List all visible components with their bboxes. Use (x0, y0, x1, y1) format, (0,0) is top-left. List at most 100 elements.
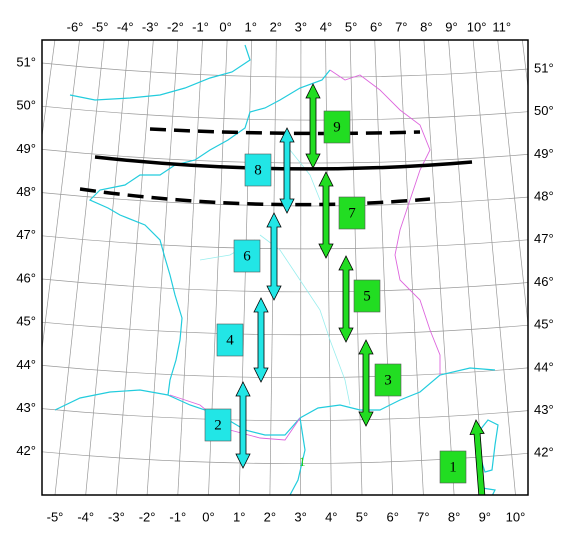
lat-label-right: 44° (534, 359, 554, 374)
lat-label-right: 50° (534, 103, 554, 118)
double-arrow (305, 83, 321, 169)
lon-label-top: -5° (92, 19, 109, 34)
meridian (349, 40, 363, 495)
lat-label-left: 43° (16, 400, 36, 415)
meridian (374, 40, 394, 495)
meridian (42, 40, 80, 353)
lon-label-bottom: 10° (506, 509, 526, 524)
box-label: 1 (449, 459, 457, 475)
label-box (353, 279, 381, 313)
lat-label-right: 47° (534, 231, 554, 246)
double-arrow (318, 171, 334, 259)
lon-label-bottom: 1° (233, 509, 245, 524)
lon-label-bottom: -3° (108, 509, 125, 524)
label-box (374, 363, 402, 397)
coastline (88, 69, 496, 436)
lat-label-right: 45° (534, 317, 554, 332)
label-box (338, 196, 366, 230)
lon-label-top: 2° (270, 19, 282, 34)
lon-label-bottom: 7° (417, 509, 429, 524)
lon-label-bottom: 4° (325, 509, 337, 524)
label-box (216, 323, 244, 357)
label-box (244, 153, 272, 187)
box-label: 8 (254, 162, 262, 178)
lat-label-right: 48° (534, 189, 554, 204)
parallel (42, 62, 528, 78)
lat-label-left: 42° (16, 443, 36, 458)
lat-label-left: 46° (16, 270, 36, 285)
frame (41, 39, 529, 496)
lon-label-top: -1° (192, 19, 209, 34)
box-label: 3 (384, 372, 392, 388)
double-arrow (358, 339, 374, 427)
axis-labels: -6° -5° -4° -3° -2° -1° 0° 1° 2° 3° 4° 5° 6° 7° 8° 9° 10… (16, 19, 553, 524)
lat-label-left: 48° (16, 184, 36, 199)
lat-label-left: 44° (16, 357, 36, 372)
meridian (85, 40, 130, 495)
lon-label-bottom: 0° (202, 509, 214, 524)
lon-label-top: 8° (420, 19, 432, 34)
lat-label-left: 49° (16, 141, 36, 156)
meridian (116, 40, 154, 495)
double-arrow (235, 381, 251, 469)
double-arrow (469, 419, 486, 495)
spain-coast (54, 389, 306, 495)
lon-label-top: -6° (67, 19, 84, 34)
label-box (204, 408, 232, 442)
meridian (42, 40, 56, 139)
meridian (448, 40, 486, 495)
lon-label-top: 0° (219, 19, 231, 34)
meridian (146, 40, 179, 495)
lon-label-bottom: 3° (294, 509, 306, 524)
parallel (42, 408, 528, 421)
lat-label-right: 46° (534, 274, 554, 289)
lon-label-bottom: 6° (386, 509, 398, 524)
parallel (42, 105, 528, 121)
lat-label-left: 50° (16, 98, 36, 113)
boxes: 1 2 3 4 5 6 7 8 9 (204, 110, 467, 484)
lon-label-bottom: 5° (356, 509, 368, 524)
double-arrow (279, 127, 295, 214)
lat-label-right: 49° (534, 146, 554, 161)
label-box (233, 239, 261, 273)
lon-label-bottom: 2° (264, 509, 276, 524)
dashed-south (79, 187, 431, 207)
box-label: 6 (243, 248, 251, 264)
england (69, 44, 251, 101)
box-label: 7 (348, 205, 356, 221)
parallel (42, 494, 46, 495)
lat-label-right: 42° (534, 445, 554, 460)
lon-label-bottom: -4° (77, 509, 94, 524)
lat-label-left: 47° (16, 227, 36, 242)
lat-label-right: 51° (534, 60, 554, 75)
lon-label-top: 10° (467, 19, 487, 34)
arrows (235, 83, 486, 495)
double-arrow (266, 212, 282, 301)
label-box (323, 110, 351, 144)
lon-label-bottom: 8° (448, 509, 460, 524)
meridian (398, 40, 424, 495)
lat-label-left: 51° (16, 54, 36, 69)
parallel (42, 235, 528, 250)
lon-label-bottom: -2° (139, 509, 156, 524)
geography: 1 2 3 4 5 6 7 8 9 1 (54, 44, 499, 495)
box-label: 5 (363, 288, 371, 304)
meridian (54, 40, 105, 495)
lon-label-top: 7° (395, 19, 407, 34)
parallel (42, 365, 528, 379)
meridian (423, 40, 455, 495)
graticule (42, 40, 528, 495)
sardinia (481, 487, 496, 495)
lon-label-top: 1° (244, 19, 256, 34)
lon-label-top: -2° (167, 19, 184, 34)
lon-label-top: 6° (370, 19, 382, 34)
lon-label-top: -3° (142, 19, 159, 34)
box-label: 2 (214, 417, 222, 433)
lon-label-top: 5° (345, 19, 357, 34)
lon-label-bottom: -5° (47, 509, 64, 524)
lon-label-top: 11° (492, 19, 511, 34)
meridian (177, 40, 203, 495)
meridian (325, 40, 332, 495)
parallel (42, 278, 528, 293)
